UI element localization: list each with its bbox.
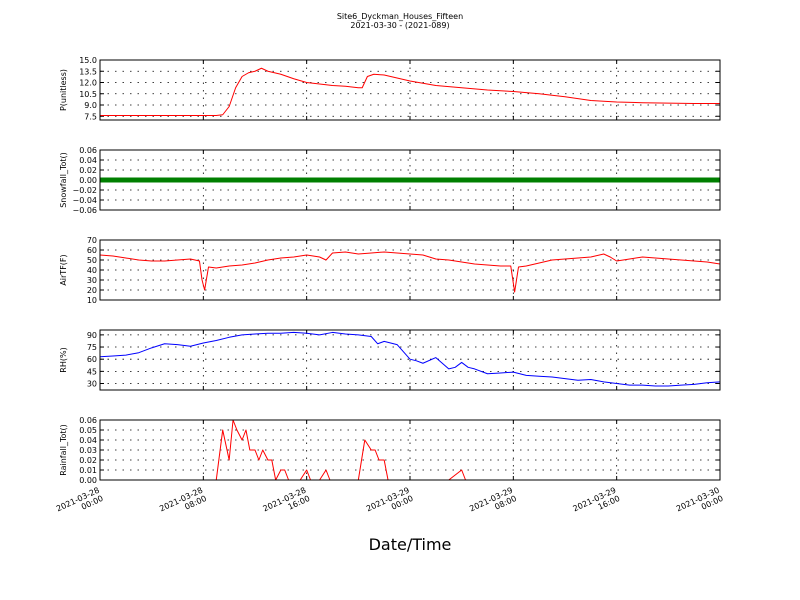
y-tick-label: 12.0 [79,79,97,88]
plot-frame [99,239,721,301]
panel-5: 0.000.010.020.030.040.050.06 Rainfall_Tot… [59,416,721,485]
y-tick-label: 30 [87,276,97,285]
panel-2: −0.06−0.04−0.020.000.020.040.06 Snowfall_… [59,146,721,215]
chart-title-line1: Site6_Dyckman_Houses_Fifteen [337,12,463,21]
chart-panels: 7.59.010.512.013.515.0P(unitless)−0.06−0… [59,56,721,485]
y-tick-label: 0.05 [79,426,97,435]
y-tick-label: 9.0 [84,101,97,110]
y-tick-label: 40 [87,266,97,275]
chart-title-line2: 2021-03-30 - (2021-089) [350,21,449,30]
y-tick-label: 0.06 [79,416,97,425]
y-tick-label: 0.06 [79,146,97,155]
y-tick-label: 90 [87,331,97,340]
plot-frame [99,329,721,391]
y-axis-label: Rainfall_Tot() [59,424,68,476]
y-tick-label: 13.5 [79,67,97,76]
y-tick-label: 0.02 [79,456,97,465]
y-tick-label: 60 [87,355,97,364]
x-tick-label: 2021-03-2816:00 [262,486,312,522]
y-axis-label: P(unitless) [59,69,68,111]
y-axis-label: RH(%) [59,347,68,372]
series-line [99,251,721,293]
y-tick-label: 75 [87,343,97,352]
plot-frame [99,59,721,121]
y-axis-label: Snowfall_Tot() [59,152,68,208]
x-tick-label: 2021-03-2900:00 [365,486,415,522]
y-tick-label: 0.03 [79,446,97,455]
y-tick-label: −0.06 [72,206,97,215]
y-tick-label: 10 [87,296,97,305]
x-tick-label: 2021-03-2800:00 [55,486,105,522]
y-tick-label: 10.5 [79,90,97,99]
y-tick-label: 0.00 [79,476,97,485]
y-tick-label: 0.01 [79,466,97,475]
x-axis-ticks: 2021-03-2800:00 2021-03-2808:00 2021-03-28… [55,486,725,522]
y-tick-label: 45 [87,367,97,376]
y-tick-label: 0.04 [79,436,97,445]
y-tick-label: 60 [87,246,97,255]
y-tick-label: 7.5 [84,112,97,121]
plot-frame [99,149,721,211]
x-tick-label: 2021-03-2916:00 [572,486,622,522]
panel-1: 7.5 9.0 10.5 12.0 13.5 15.0 P(unitless) [59,56,721,121]
x-axis-label: Date/Time [369,535,452,554]
x-tick-label: 2021-03-2808:00 [158,486,208,522]
panel-4: 30 45 60 75 90 RH(%) [59,329,721,391]
x-tick-label: 2021-03-2908:00 [468,486,518,522]
y-axis-label: AirTF(F) [59,254,68,285]
series-line [100,67,720,116]
y-tick-label: 30 [87,380,97,389]
x-tick-label: 2021-03-3000:00 [675,486,725,522]
y-tick-label: −0.04 [72,196,97,205]
y-tick-label: 50 [87,256,97,265]
y-tick-label: 70 [87,236,97,245]
y-tick-label: 0.04 [79,156,97,165]
y-tick-label: 20 [87,286,97,295]
y-tick-label: −0.02 [72,186,97,195]
series-line [99,331,721,387]
plot-frame [99,419,721,481]
y-tick-label: 15.0 [79,56,97,65]
y-tick-label: 0.00 [79,176,97,185]
y-tick-label: 0.02 [79,166,97,175]
